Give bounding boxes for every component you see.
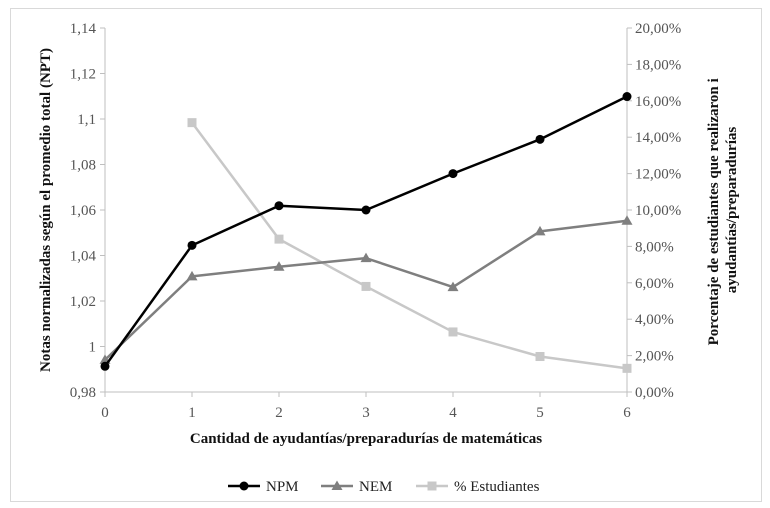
y2-tick-label: 6,00% — [635, 276, 674, 292]
y2-tick-label: 12,00% — [635, 167, 681, 183]
y2-axis-title: Porcentaje de estudiantes que realizaron… — [706, 75, 740, 346]
x-tick-label: 6 — [623, 405, 631, 421]
data-point — [622, 363, 632, 373]
y-tick-label: 1,06 — [70, 203, 97, 219]
series-nem — [99, 215, 633, 364]
legend-marker — [427, 481, 437, 491]
legend-marker — [239, 481, 249, 491]
data-point — [535, 352, 545, 362]
legend-label: % Estudiantes — [454, 479, 540, 495]
y-tick-label: 1,1 — [77, 112, 96, 128]
y2-tick-label: 2,00% — [635, 349, 674, 365]
series-npm — [100, 92, 632, 371]
x-tick-label: 4 — [449, 405, 457, 421]
x-tick-label: 2 — [275, 405, 283, 421]
data-point — [621, 215, 633, 225]
y2-tick-label: 20,00% — [635, 21, 681, 37]
legend-label: NEM — [359, 479, 392, 495]
legend-label: NPM — [266, 479, 299, 495]
y2-tick-label: 14,00% — [635, 130, 681, 146]
x-tick-label: 0 — [101, 405, 109, 421]
data-point — [448, 327, 458, 337]
data-point — [274, 201, 284, 211]
y-tick-label: 0,98 — [70, 385, 96, 401]
data-point — [448, 169, 458, 179]
y-tick-label: 1,14 — [70, 21, 97, 37]
y-axis-title: Notas normalizadas según el promedio tot… — [38, 48, 54, 372]
data-point — [361, 205, 371, 215]
data-point — [273, 261, 285, 271]
data-point — [186, 270, 198, 281]
data-point — [447, 281, 459, 292]
y2-tick-label: 8,00% — [635, 239, 674, 255]
data-point — [274, 234, 284, 244]
x-tick-label: 1 — [188, 405, 196, 421]
axes: 0,98 1 1,02 1,04 1,06 1,08 1,1 1,12 1,14 0,00% 2,0… — [70, 21, 682, 421]
y2-tick-label: 16,00% — [635, 94, 681, 110]
x-tick-label: 3 — [362, 405, 370, 421]
series-line — [190, 121, 628, 370]
data-point — [360, 252, 372, 263]
y-tick-label: 1,08 — [70, 158, 96, 174]
data-point — [361, 281, 371, 291]
data-point — [187, 240, 197, 250]
legend: NPM NEM % Estudiantes — [228, 479, 540, 495]
data-point — [535, 134, 545, 144]
y-tick-label: 1,12 — [70, 67, 96, 83]
y-tick-label: 1,02 — [70, 294, 96, 310]
y2-tick-label: 4,00% — [635, 312, 674, 328]
y2-tick-label: 10,00% — [635, 203, 681, 219]
series-layer — [99, 92, 633, 373]
x-axis-title: Cantidad de ayudantías/preparadurías de … — [190, 431, 542, 447]
y-tick-label: 1 — [89, 340, 97, 356]
y2-axis-title-line-2: ayudantías/preparadurías — [724, 127, 740, 294]
y2-tick-label: 0,00% — [635, 385, 674, 401]
x-tick-label: 5 — [536, 405, 544, 421]
y2-axis-title-line-1: Porcentaje de estudiantes que realizaron… — [706, 78, 722, 345]
y2-tick-label: 18,00% — [635, 57, 681, 73]
data-point — [534, 225, 546, 236]
data-point — [100, 361, 110, 371]
y-tick-label: 1,04 — [70, 249, 97, 265]
legend-marker — [331, 480, 343, 490]
data-point — [187, 118, 197, 128]
chart-frame — [10, 8, 762, 502]
data-point — [622, 92, 632, 102]
series--estudiantes — [187, 118, 632, 373]
